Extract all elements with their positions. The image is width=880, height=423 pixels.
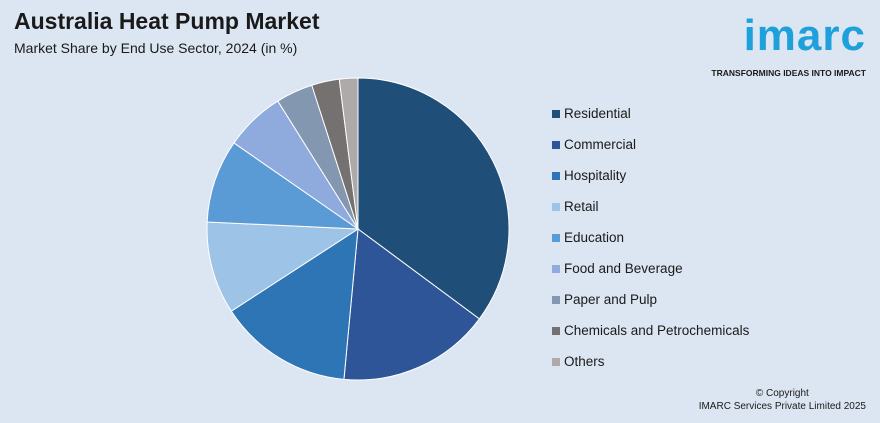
- legend-item-paper-and-pulp: Paper and Pulp: [552, 284, 749, 315]
- legend-label: Others: [564, 354, 605, 369]
- legend-label: Retail: [564, 199, 599, 214]
- legend-swatch: [552, 357, 560, 366]
- legend-label: Paper and Pulp: [564, 292, 658, 307]
- pie-slice-commercial: [343, 228, 481, 381]
- chart-title: Australia Heat Pump Market: [14, 8, 320, 34]
- legend-swatch: [552, 233, 560, 242]
- logo-wordmark: imarc: [743, 11, 866, 60]
- legend-swatch: [552, 140, 560, 149]
- pie-slice-others: [338, 77, 359, 230]
- legend-item-others: Others: [552, 346, 749, 377]
- pie-slice-hospitality: [230, 228, 359, 380]
- chart-legend: Residential Commercial Hospitality Retail Ed…: [552, 98, 749, 377]
- legend-label: Residential: [564, 106, 631, 121]
- imarc-logo: imarc TRANSFORMING IDEAS INTO IMPACT: [700, 6, 870, 82]
- legend-item-hospitality: Hospitality: [552, 160, 749, 191]
- legend-label: Chemicals and Petrochemicals: [564, 323, 750, 338]
- chart-subtitle: Market Share by End Use Sector, 2024 (in…: [14, 40, 298, 56]
- legend-item-food-and-beverage: Food and Beverage: [552, 253, 749, 284]
- copyright: © Copyright IMARC Services Private Limit…: [699, 387, 866, 413]
- legend-swatch: [552, 202, 560, 211]
- legend-label: Education: [564, 230, 625, 245]
- legend-label: Commercial: [564, 137, 637, 152]
- copyright-line-2: IMARC Services Private Limited 2025: [698, 401, 866, 412]
- legend-item-commercial: Commercial: [552, 129, 749, 160]
- legend-label: Food and Beverage: [564, 261, 683, 276]
- legend-swatch: [552, 264, 560, 273]
- legend-item-education: Education: [552, 222, 749, 253]
- pie-slice-residential: [357, 77, 510, 320]
- legend-swatch: [552, 326, 560, 335]
- pie-slice-retail: [206, 221, 360, 312]
- legend-swatch: [552, 171, 560, 180]
- pie-slice-education: [206, 142, 360, 230]
- copyright-line-1: © Copyright: [755, 388, 809, 399]
- legend-item-retail: Retail: [552, 191, 749, 222]
- legend-swatch: [552, 109, 560, 118]
- logo-tagline: TRANSFORMING IDEAS INTO IMPACT: [711, 68, 866, 78]
- legend-item-residential: Residential: [552, 98, 749, 129]
- legend-swatch: [552, 295, 560, 304]
- legend-item-chemicals-and-petrochemicals: Chemicals and Petrochemicals: [552, 315, 749, 346]
- legend-label: Hospitality: [564, 168, 627, 183]
